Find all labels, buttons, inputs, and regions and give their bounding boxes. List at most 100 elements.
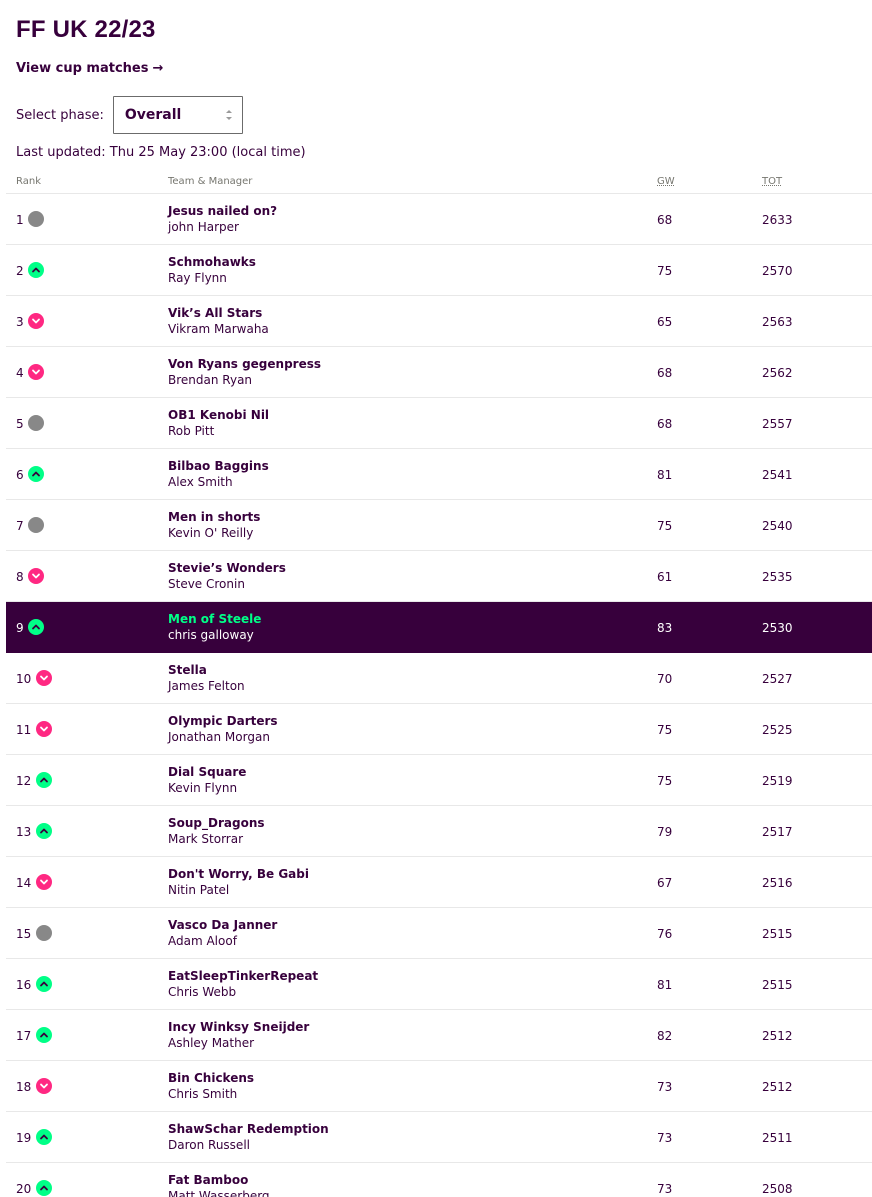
team-name-link[interactable]: Vasco Da Janner [168, 918, 278, 932]
rank-up-icon [36, 1027, 52, 1043]
rank-down-icon [28, 568, 44, 584]
rank-number: 18 [16, 1080, 32, 1094]
manager-name: Steve Cronin [168, 577, 245, 591]
manager-name: Chris Webb [168, 985, 237, 999]
rank-number: 4 [16, 366, 24, 380]
total-points: 2563 [762, 315, 793, 329]
table-body: 1 Jesus nailed on? john Harper 68 2633 2 Schmo… [6, 194, 872, 1197]
table-row[interactable]: 5 OB1 Kenobi Nil Rob Pitt 68 2557 [6, 398, 872, 449]
team-name-link[interactable]: EatSleepTinkerRepeat [168, 969, 319, 983]
select-caret-icon [225, 110, 232, 120]
manager-name: Brendan Ryan [168, 373, 253, 387]
manager-name: James Felton [168, 679, 245, 693]
gameweek-points: 76 [657, 927, 673, 941]
column-header-rank: Rank [16, 176, 41, 187]
team-name-link[interactable]: Vik’s All Stars [168, 306, 263, 320]
manager-name: Kevin Flynn [168, 781, 238, 795]
table-row[interactable]: 20 Fat Bamboo Matt Wasserberg 73 2508 [6, 1163, 872, 1197]
total-points: 2516 [762, 876, 793, 890]
table-row[interactable]: 2 Schmohawks Ray Flynn 75 2570 [6, 245, 872, 296]
team-name-link[interactable]: Von Ryans gegenpress [168, 357, 322, 371]
manager-name: Daron Russell [168, 1138, 250, 1152]
phase-selector-row: Select phase: Overall [16, 96, 243, 134]
total-points: 2633 [762, 213, 793, 227]
team-name-link[interactable]: OB1 Kenobi Nil [168, 408, 270, 422]
rank-same-icon [28, 517, 44, 533]
team-name-link[interactable]: Don't Worry, Be Gabi [168, 867, 309, 881]
team-name-link[interactable]: Stella [168, 663, 207, 677]
rank-up-icon [28, 262, 44, 278]
column-header-gw[interactable]: GW [657, 176, 675, 187]
rank-number: 9 [16, 621, 24, 635]
rank-number: 17 [16, 1029, 32, 1043]
gameweek-points: 75 [657, 264, 673, 278]
table-row[interactable]: 12 Dial Square Kevin Flynn 75 2519 [6, 755, 872, 806]
rank-same-icon [36, 925, 52, 941]
table-row[interactable]: 14 Don't Worry, Be Gabi Nitin Patel 67 2516 [6, 857, 872, 908]
table-row[interactable]: 19 ShawSchar Redemption Daron Russell 73 251… [6, 1112, 872, 1163]
manager-name: Adam Aloof [168, 934, 237, 948]
team-name-link[interactable]: Men in shorts [168, 510, 261, 524]
rank-number: 15 [16, 927, 32, 941]
team-name-link[interactable]: Bilbao Baggins [168, 459, 269, 473]
table-row[interactable]: 6 Bilbao Baggins Alex Smith 81 2541 [6, 449, 872, 500]
team-name-link[interactable]: Olympic Darters [168, 714, 278, 728]
view-cup-matches-link[interactable]: View cup matches → [16, 61, 163, 76]
gameweek-points: 75 [657, 774, 673, 788]
phase-select[interactable]: Overall [112, 96, 243, 134]
table-row[interactable]: 15 Vasco Da Janner Adam Aloof 76 2515 [6, 908, 872, 959]
rank-number: 5 [16, 417, 24, 431]
team-name-link[interactable]: Soup_Dragons [168, 816, 265, 830]
rank-down-icon [36, 1078, 52, 1094]
manager-name: Kevin O' Reilly [168, 526, 254, 540]
table-row[interactable]: 13 Soup_Dragons Mark Storrar 79 2517 [6, 806, 872, 857]
table-row[interactable]: 11 Olympic Darters Jonathan Morgan 75 2525 [6, 704, 872, 755]
table-row[interactable]: 8 Stevie’s Wonders Steve Cronin 61 2535 [6, 551, 872, 602]
column-header-tot[interactable]: TOT [762, 176, 783, 187]
table-row[interactable]: 10 Stella James Felton 70 2527 [6, 653, 872, 704]
rank-same-icon [28, 211, 44, 227]
team-name-link[interactable]: Dial Square [168, 765, 247, 779]
total-points: 2512 [762, 1080, 793, 1094]
total-points: 2508 [762, 1182, 793, 1196]
rank-number: 14 [16, 876, 32, 890]
table-row[interactable]: 16 EatSleepTinkerRepeat Chris Webb 81 2515 [6, 959, 872, 1010]
table-row[interactable]: 3 Vik’s All Stars Vikram Marwaha 65 2563 [6, 296, 872, 347]
rank-number: 16 [16, 978, 32, 992]
table-row[interactable]: 1 Jesus nailed on? john Harper 68 2633 [6, 194, 872, 245]
total-points: 2515 [762, 978, 793, 992]
gameweek-points: 82 [657, 1029, 673, 1043]
team-name-link[interactable]: Incy Winksy Sneijder [168, 1020, 310, 1034]
table-row[interactable]: 18 Bin Chickens Chris Smith 73 2512 [6, 1061, 872, 1112]
manager-name: Alex Smith [168, 475, 233, 489]
manager-name: Vikram Marwaha [168, 322, 269, 336]
team-name-link[interactable]: Jesus nailed on? [168, 204, 278, 218]
rank-number: 19 [16, 1131, 32, 1145]
table-row[interactable]: 17 Incy Winksy Sneijder Ashley Mather 82 251… [6, 1010, 872, 1061]
rank-up-icon [36, 1180, 52, 1196]
gameweek-points: 68 [657, 213, 673, 227]
manager-name: Ray Flynn [168, 271, 227, 285]
manager-name: Mark Storrar [168, 832, 244, 846]
rank-number: 7 [16, 519, 24, 533]
rank-same-icon [28, 415, 44, 431]
table-row[interactable]: 9 Men of Steele chris galloway 83 2530 [6, 602, 872, 653]
rank-up-icon [28, 466, 44, 482]
table-row[interactable]: 7 Men in shorts Kevin O' Reilly 75 2540 [6, 500, 872, 551]
team-name-link[interactable]: Schmohawks [168, 255, 256, 269]
team-name-link[interactable]: Bin Chickens [168, 1071, 255, 1085]
team-name-link[interactable]: Men of Steele [168, 612, 262, 626]
gameweek-points: 81 [657, 978, 673, 992]
rank-down-icon [36, 670, 52, 686]
total-points: 2541 [762, 468, 793, 482]
team-name-link[interactable]: Stevie’s Wonders [168, 561, 286, 575]
team-name-link[interactable]: Fat Bamboo [168, 1173, 249, 1187]
team-name-link[interactable]: ShawSchar Redemption [168, 1122, 329, 1136]
standings-table: Rank Team & Manager GW TOT 1 Jesus nailed… [6, 172, 872, 1197]
table-row[interactable]: 4 Von Ryans gegenpress Brendan Ryan 68 2562 [6, 347, 872, 398]
total-points: 2562 [762, 366, 793, 380]
rank-down-icon [28, 364, 44, 380]
column-header-team: Team & Manager [168, 176, 253, 187]
gameweek-points: 73 [657, 1131, 673, 1145]
